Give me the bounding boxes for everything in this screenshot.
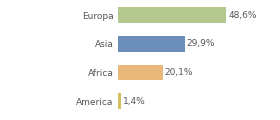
Bar: [118, 36, 185, 52]
Text: 29,9%: 29,9%: [186, 39, 215, 48]
Text: 48,6%: 48,6%: [228, 11, 257, 20]
Bar: [118, 7, 227, 23]
Text: 20,1%: 20,1%: [164, 68, 193, 77]
Bar: [118, 65, 163, 80]
Bar: [118, 93, 121, 109]
Text: 1,4%: 1,4%: [123, 97, 145, 106]
